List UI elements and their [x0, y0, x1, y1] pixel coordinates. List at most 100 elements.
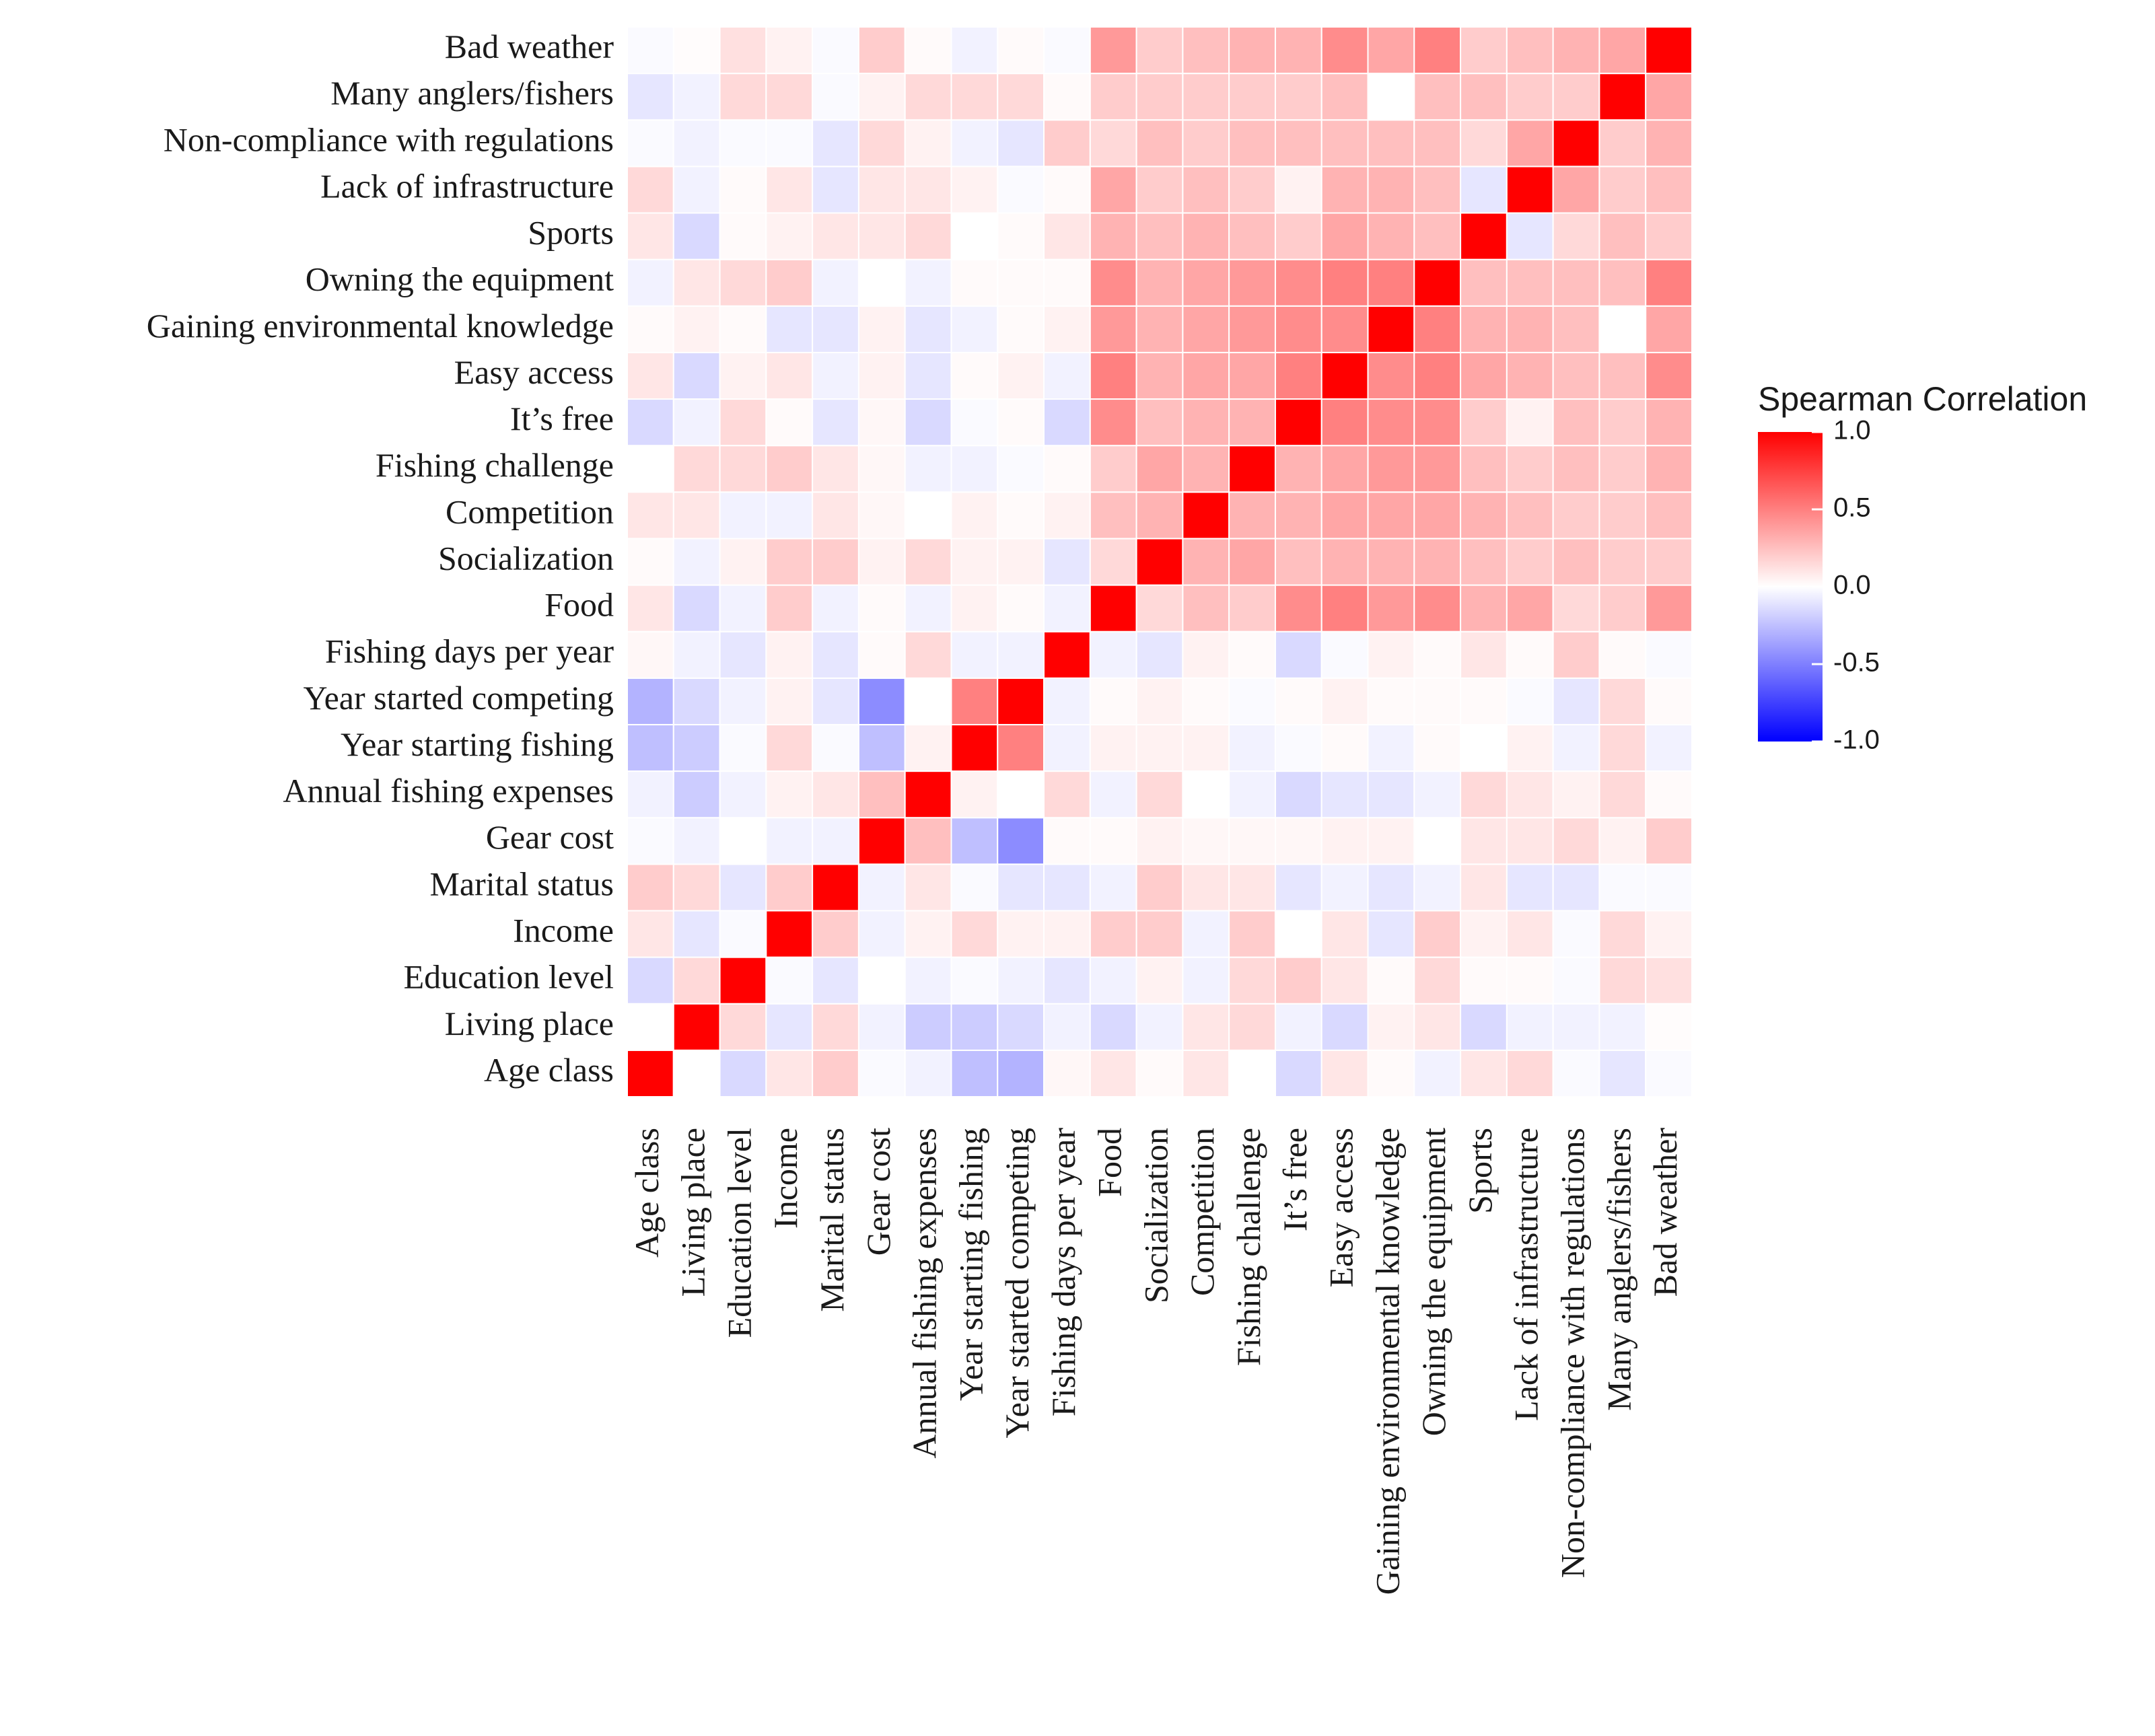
col-label-income: Income — [767, 1128, 804, 1229]
cell-fishing-days-per-year-x-age-class — [627, 630, 674, 679]
cell-easy-access-x-marital-status — [812, 351, 859, 400]
cell-income-x-year-starting-fishing — [950, 910, 999, 958]
cell-fishing-challenge-x-easy-access — [1320, 445, 1369, 493]
cell-gaining-environmental-knowledge-x-gaining-environmental-knowledge — [1367, 305, 1415, 353]
cell-age-class-x-lack-of-infrastructure — [1506, 1049, 1554, 1097]
cell-fishing-challenge-x-age-class — [627, 445, 674, 493]
cell-year-started-competing-x-it-s-free — [1274, 677, 1322, 725]
cell-many-anglers-fishers-x-non-compliance-with-regulations — [1552, 73, 1600, 121]
cell-bad-weather-x-owning-the-equipment — [1413, 26, 1462, 75]
cell-socialization-x-annual-fishing-expenses — [904, 538, 952, 586]
cell-bad-weather-x-year-starting-fishing — [950, 26, 999, 75]
cell-fishing-challenge-x-fishing-days-per-year — [1043, 445, 1091, 493]
cell-fishing-challenge-x-lack-of-infrastructure — [1506, 445, 1554, 493]
cell-many-anglers-fishers-x-gear-cost — [857, 73, 906, 121]
cell-non-compliance-with-regulations-x-fishing-challenge — [1228, 119, 1276, 168]
col-label-food: Food — [1091, 1128, 1129, 1197]
cell-income-x-socialization — [1135, 910, 1184, 958]
cell-gaining-environmental-knowledge-x-sports — [1460, 305, 1508, 353]
cell-fishing-challenge-x-living-place — [672, 445, 721, 493]
cell-gear-cost-x-owning-the-equipment — [1413, 817, 1462, 865]
cell-age-class-x-year-starting-fishing — [950, 1049, 999, 1097]
cell-it-s-free-x-fishing-challenge — [1228, 398, 1276, 447]
col-label-owning-the-equipment: Owning the equipment — [1415, 1128, 1452, 1436]
cell-food-x-gear-cost — [857, 584, 906, 632]
cell-income-x-gaining-environmental-knowledge — [1367, 910, 1415, 958]
cell-lack-of-infrastructure-x-it-s-free — [1274, 166, 1322, 214]
cell-sports-x-many-anglers-fishers — [1598, 212, 1647, 260]
cell-marital-status-x-easy-access — [1320, 863, 1369, 912]
cell-age-class-x-gaining-environmental-knowledge — [1367, 1049, 1415, 1097]
cell-living-place-x-fishing-challenge — [1228, 1003, 1276, 1051]
cell-it-s-free-x-easy-access — [1320, 398, 1369, 447]
cell-bad-weather-x-fishing-challenge — [1228, 26, 1276, 75]
row-label-it-s-free: It’s free — [510, 400, 614, 437]
cell-competition-x-income — [765, 491, 814, 540]
cell-socialization-x-sports — [1460, 538, 1508, 586]
cell-competition-x-competition — [1182, 491, 1230, 540]
cell-age-class-x-competition — [1182, 1049, 1230, 1097]
col-label-lack-of-infrastructure: Lack of infrastructure — [1508, 1128, 1545, 1421]
cell-it-s-free-x-it-s-free — [1274, 398, 1322, 447]
cell-year-starting-fishing-x-fishing-days-per-year — [1043, 723, 1091, 772]
cell-non-compliance-with-regulations-x-education-level — [719, 119, 767, 168]
cell-sports-x-gear-cost — [857, 212, 906, 260]
cell-fishing-challenge-x-fishing-challenge — [1228, 445, 1276, 493]
cell-fishing-challenge-x-bad-weather — [1645, 445, 1693, 493]
cell-fishing-days-per-year-x-living-place — [672, 630, 721, 679]
row-labels: Age class Living place Education level Inco… — [147, 28, 614, 1089]
cell-gaining-environmental-knowledge-x-non-compliance-with-regulations — [1552, 305, 1600, 353]
cell-food-x-owning-the-equipment — [1413, 584, 1462, 632]
cell-lack-of-infrastructure-x-non-compliance-with-regulations — [1552, 166, 1600, 214]
cell-socialization-x-gear-cost — [857, 538, 906, 586]
col-label-bad-weather: Bad weather — [1646, 1128, 1684, 1297]
cell-year-starting-fishing-x-gaining-environmental-knowledge — [1367, 723, 1415, 772]
cell-fishing-challenge-x-food — [1089, 445, 1137, 493]
cell-income-x-non-compliance-with-regulations — [1552, 910, 1600, 958]
cell-sports-x-bad-weather — [1645, 212, 1693, 260]
cell-many-anglers-fishers-x-easy-access — [1320, 73, 1369, 121]
cell-owning-the-equipment-x-fishing-challenge — [1228, 258, 1276, 307]
cell-food-x-education-level — [719, 584, 767, 632]
cell-marital-status-x-lack-of-infrastructure — [1506, 863, 1554, 912]
legend-tick-label: 0.5 — [1833, 493, 1871, 523]
cell-gear-cost-x-year-started-competing — [997, 817, 1045, 865]
cell-annual-fishing-expenses-x-many-anglers-fishers — [1598, 770, 1647, 819]
cell-living-place-x-annual-fishing-expenses — [904, 1003, 952, 1051]
col-label-fishing-days-per-year: Fishing days per year — [1045, 1128, 1082, 1416]
cell-gaining-environmental-knowledge-x-easy-access — [1320, 305, 1369, 353]
cell-gear-cost-x-bad-weather — [1645, 817, 1693, 865]
col-label-sports: Sports — [1461, 1128, 1499, 1214]
cell-non-compliance-with-regulations-x-sports — [1460, 119, 1508, 168]
cell-marital-status-x-marital-status — [812, 863, 859, 912]
cell-living-place-x-many-anglers-fishers — [1598, 1003, 1647, 1051]
cell-gear-cost-x-year-starting-fishing — [950, 817, 999, 865]
cell-bad-weather-x-non-compliance-with-regulations — [1552, 26, 1600, 75]
cell-socialization-x-year-starting-fishing — [950, 538, 999, 586]
cell-it-s-free-x-annual-fishing-expenses — [904, 398, 952, 447]
cell-year-starting-fishing-x-many-anglers-fishers — [1598, 723, 1647, 772]
cell-non-compliance-with-regulations-x-age-class — [627, 119, 674, 168]
cell-education-level-x-marital-status — [812, 956, 859, 1005]
cell-owning-the-equipment-x-food — [1089, 258, 1137, 307]
col-label-year-starting-fishing: Year starting fishing — [952, 1128, 989, 1401]
cell-fishing-challenge-x-gaining-environmental-knowledge — [1367, 445, 1415, 493]
cell-many-anglers-fishers-x-it-s-free — [1274, 73, 1322, 121]
cell-non-compliance-with-regulations-x-income — [765, 119, 814, 168]
cell-education-level-x-gaining-environmental-knowledge — [1367, 956, 1415, 1005]
cell-many-anglers-fishers-x-living-place — [672, 73, 721, 121]
cell-easy-access-x-it-s-free — [1274, 351, 1322, 400]
cell-it-s-free-x-year-starting-fishing — [950, 398, 999, 447]
cell-education-level-x-living-place — [672, 956, 721, 1005]
col-label-socialization: Socialization — [1137, 1128, 1174, 1303]
cell-fishing-days-per-year-x-socialization — [1135, 630, 1184, 679]
cell-education-level-x-competition — [1182, 956, 1230, 1005]
cell-age-class-x-annual-fishing-expenses — [904, 1049, 952, 1097]
cell-gear-cost-x-fishing-days-per-year — [1043, 817, 1091, 865]
cell-non-compliance-with-regulations-x-gaining-environmental-knowledge — [1367, 119, 1415, 168]
cell-bad-weather-x-many-anglers-fishers — [1598, 26, 1647, 75]
cell-lack-of-infrastructure-x-marital-status — [812, 166, 859, 214]
cell-living-place-x-food — [1089, 1003, 1137, 1051]
cell-sports-x-education-level — [719, 212, 767, 260]
cell-annual-fishing-expenses-x-year-started-competing — [997, 770, 1045, 819]
